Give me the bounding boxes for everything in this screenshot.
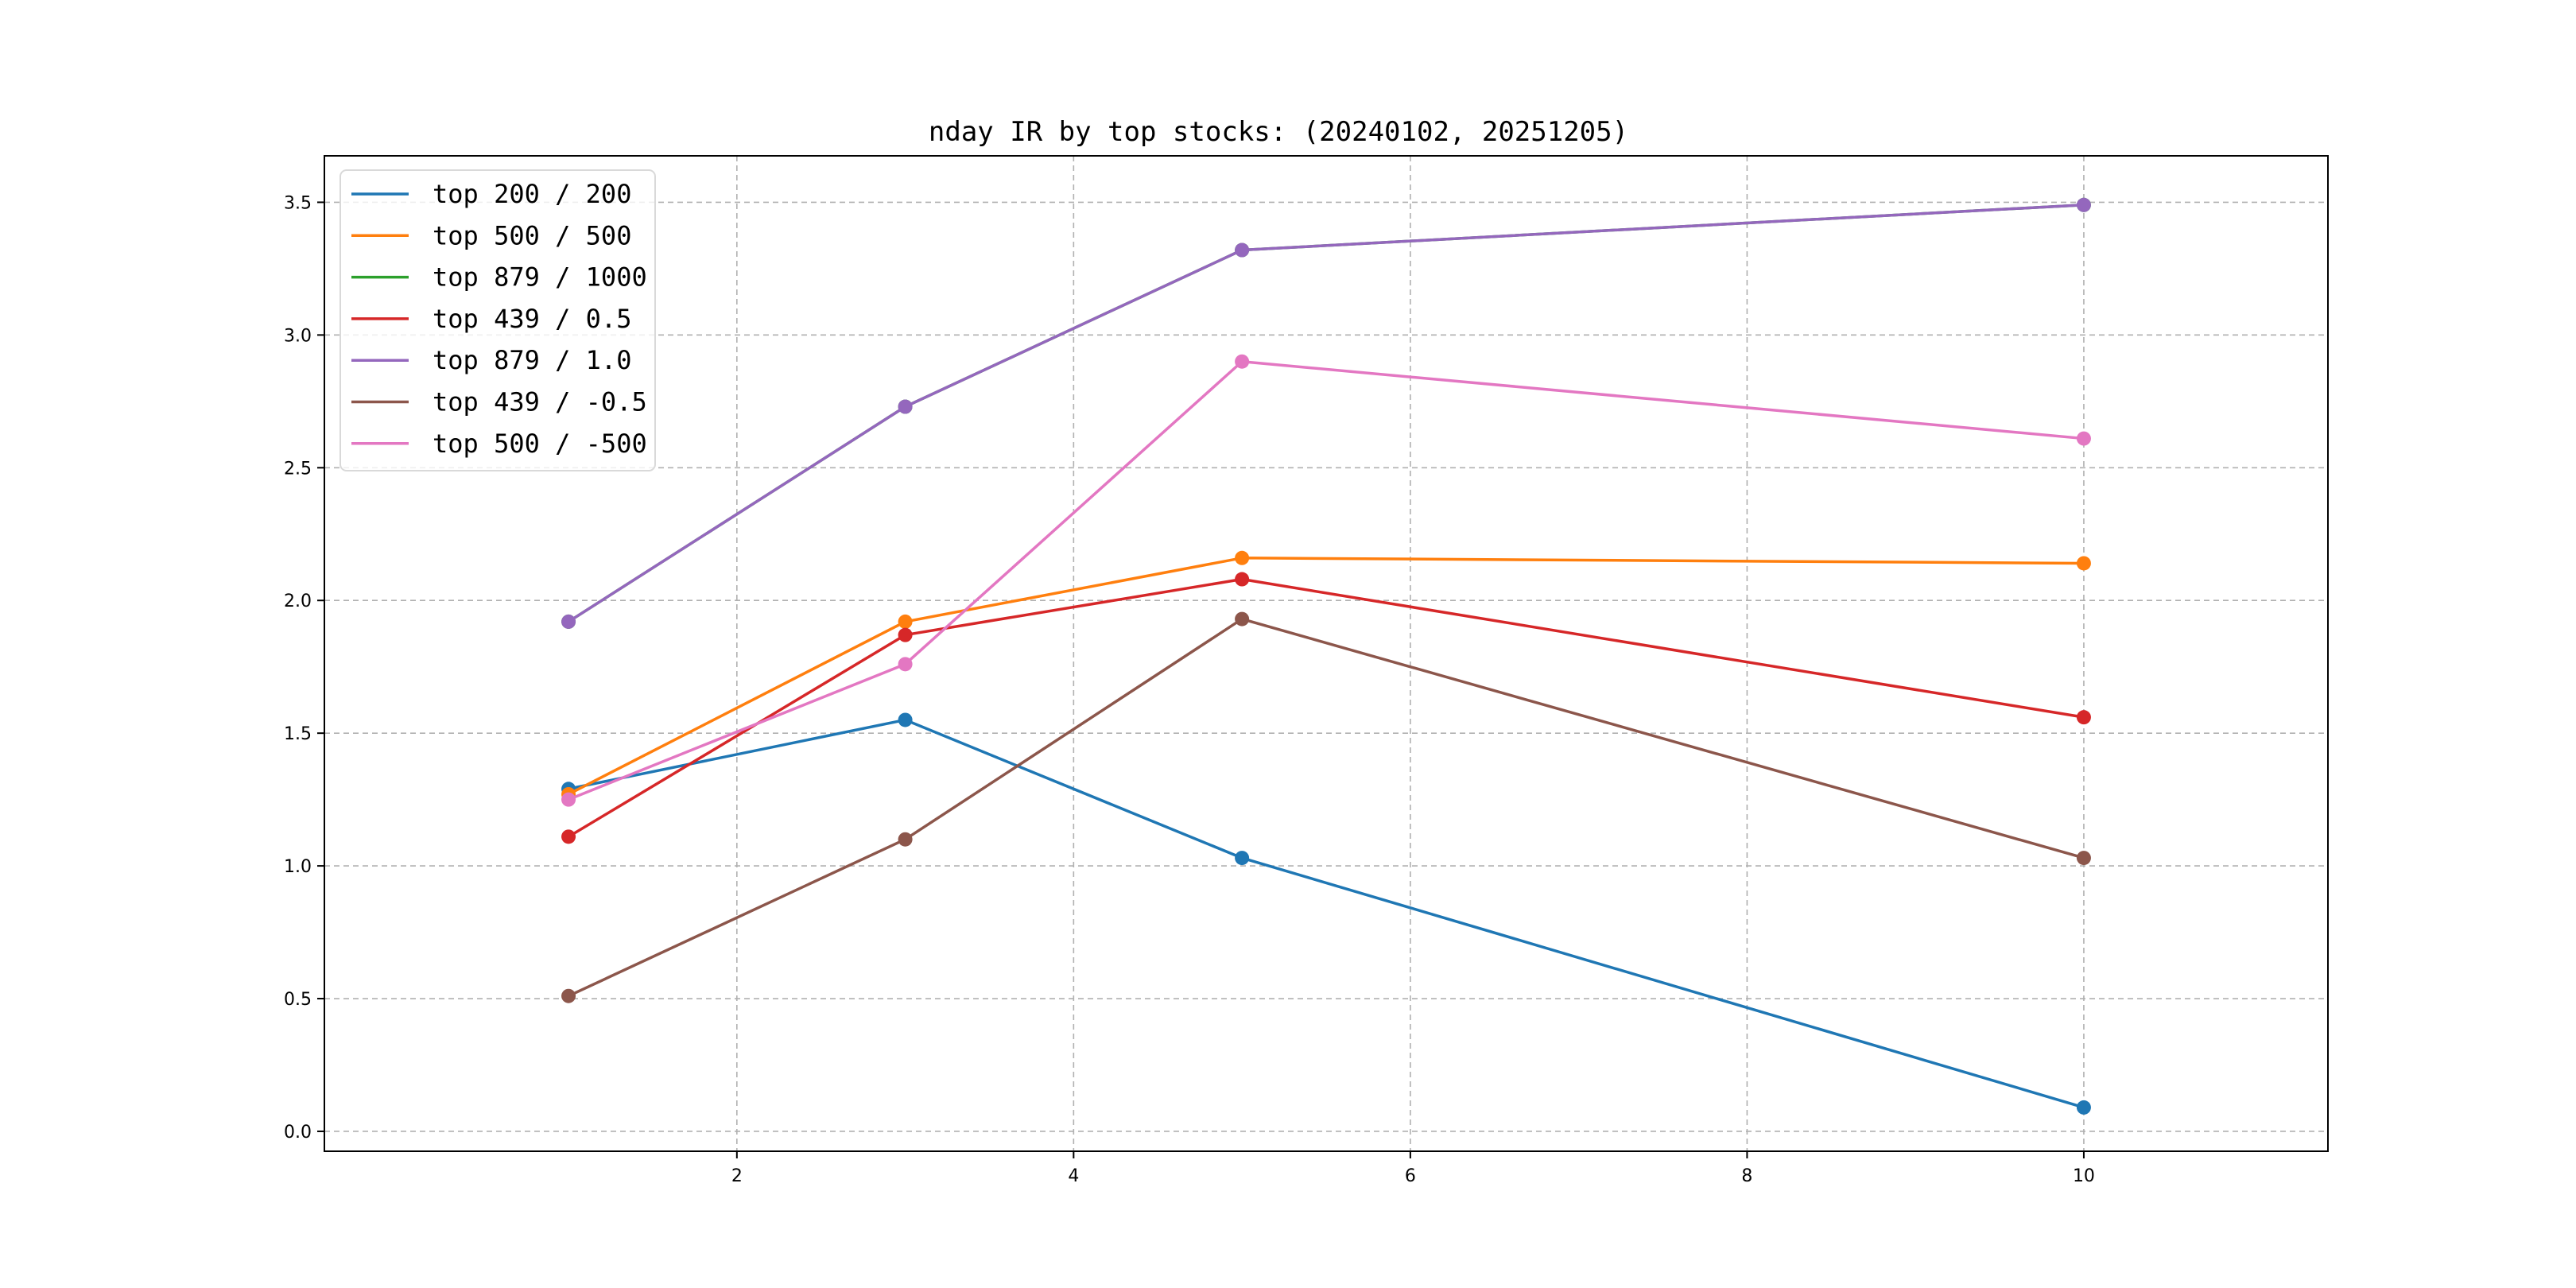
series-layer [561,197,2091,1115]
data-point [1235,354,1250,369]
x-tick-label: 4 [1068,1166,1079,1186]
data-point [561,792,576,807]
y-tick-label: 3.0 [284,326,312,346]
legend-entry: top 439 / -0.5 [351,387,647,417]
data-point [2076,1100,2091,1115]
legend-label: top 500 / -500 [433,429,647,459]
x-tick-label: 8 [1741,1166,1752,1186]
data-point [898,614,913,629]
grid-layer [324,156,2328,1151]
legend-label: top 439 / -0.5 [433,387,647,417]
data-point [2076,556,2091,571]
chart-title: nday IR by top stocks: (20240102, 202512… [929,116,1628,148]
data-point [898,657,913,672]
series-5 [561,197,2091,629]
y-tick-label: 1.5 [284,724,312,744]
legend-entry: top 879 / 1000 [351,262,647,293]
data-point [561,988,576,1003]
x-tick-label: 6 [1405,1166,1416,1186]
data-point [561,829,576,844]
legend-label: top 439 / 0.5 [433,304,631,334]
legend-entry: top 879 / 1.0 [351,345,631,375]
x-tick-label: 10 [2073,1166,2095,1186]
data-point [1235,611,1250,627]
legend-label: top 500 / 500 [433,220,631,250]
data-point [1235,242,1250,258]
series-7 [561,354,2091,807]
legend-label: top 879 / 1.0 [433,345,631,375]
data-point [898,832,913,847]
x-tick-label: 2 [731,1166,743,1186]
y-tick-label: 0.0 [284,1123,312,1143]
legend-label: top 200 / 200 [433,179,631,209]
data-point [898,399,913,414]
data-point [561,614,576,629]
data-point [1235,572,1250,587]
y-tick-label: 3.5 [284,193,312,213]
data-point [2076,710,2091,725]
legend-entry: top 439 / 0.5 [351,304,631,334]
legend-box [339,169,656,471]
data-point [898,712,913,727]
y-tick-label: 0.5 [284,990,312,1010]
data-point [2076,197,2091,212]
tick-layer: 2 4 6 8 10 0.0 0.5 1.0 1.5 2.0 2.5 3.0 3.5 [284,193,2095,1186]
series-6 [561,611,2091,1003]
data-point [2076,431,2091,446]
series-line [567,577,2085,839]
y-tick-label: 2.5 [284,459,312,479]
legend-entry: top 500 / 500 [351,220,631,250]
data-point [1235,851,1250,866]
y-tick-label: 2.0 [284,592,312,611]
series-line [567,617,2085,998]
legend-entry: top 200 / 200 [351,179,631,209]
series-line [567,359,2085,801]
data-point [2076,851,2091,866]
data-point [1235,550,1250,565]
series-4 [561,572,2091,844]
axes-frame [324,155,2329,1152]
legend-entry: top 500 / -500 [351,429,647,459]
data-point [898,627,913,642]
series-line [567,557,2085,796]
legend: top 200 / 200 top 500 / 500 top 879 / 1000… [339,169,656,471]
series-line [567,204,2085,623]
series-line [567,718,2085,1109]
y-tick-label: 1.0 [284,857,312,877]
legend-label: top 879 / 1000 [433,262,647,293]
